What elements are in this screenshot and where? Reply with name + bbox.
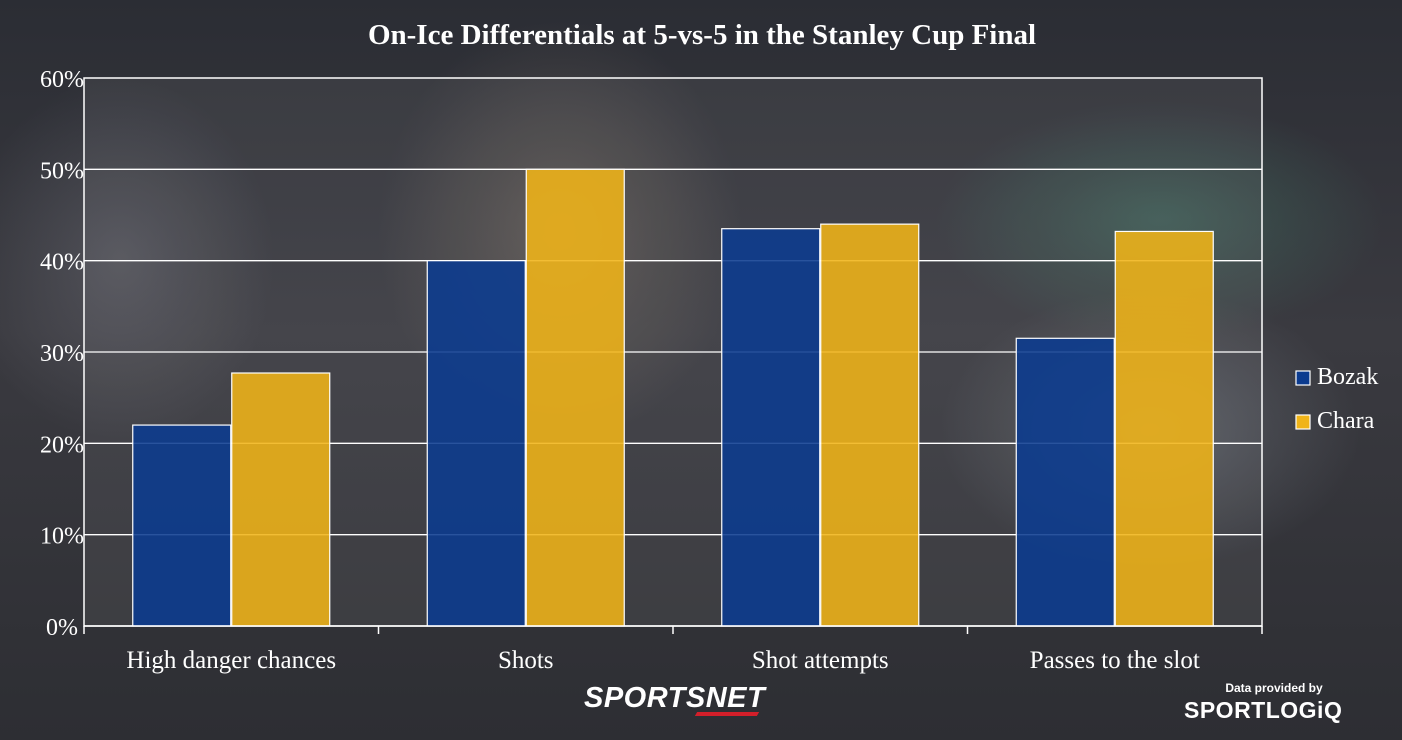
bar-chara-1 xyxy=(231,372,331,627)
y-axis: 0% 10% 20% 30% 40% 50% 60% xyxy=(40,67,84,641)
chart-title: On-Ice Differentials at 5-vs-5 in the St… xyxy=(368,19,1036,51)
bar-bozak-2 xyxy=(426,260,526,627)
bars xyxy=(132,168,1214,627)
bar-bozak-1 xyxy=(132,424,232,627)
legend-label: Bozak xyxy=(1317,364,1378,390)
x-tick-label: Shot attempts xyxy=(752,647,889,674)
sportsnet-logo-text: SPORTSNET xyxy=(584,682,766,714)
sportsnet-logo-underline xyxy=(694,712,760,716)
y-tick-label: 50% xyxy=(40,158,84,184)
legend-swatch xyxy=(1295,370,1311,386)
legend: Bozak Chara xyxy=(1295,364,1378,434)
legend-swatch xyxy=(1295,414,1311,430)
bar-chara-3 xyxy=(820,223,920,627)
x-axis: High danger chances Shots Shot attempts Pas… xyxy=(83,625,1263,674)
y-tick-label: 40% xyxy=(40,250,84,276)
data-credit-text: Data provided by xyxy=(1225,681,1323,695)
x-tick-label: High danger chances xyxy=(126,647,336,674)
x-tick-label: Passes to the slot xyxy=(1030,647,1200,674)
bar-bozak-3 xyxy=(721,228,821,627)
y-tick-label: 60% xyxy=(40,67,84,93)
y-tick-label: 20% xyxy=(40,432,84,458)
y-tick-label: 0% xyxy=(46,615,78,641)
x-tick-label: Shots xyxy=(498,647,554,674)
y-tick-label: 10% xyxy=(40,524,84,550)
bar-chara-2 xyxy=(525,168,625,627)
sportlogiq-logo: SPORTLOGiQ xyxy=(1184,697,1343,723)
bar-bozak-4 xyxy=(1015,337,1115,627)
sportsnet-logo: SPORTSNET xyxy=(584,682,824,718)
y-tick-label: 30% xyxy=(40,341,84,367)
bar-chara-4 xyxy=(1114,230,1214,627)
legend-label: Chara xyxy=(1317,408,1375,434)
